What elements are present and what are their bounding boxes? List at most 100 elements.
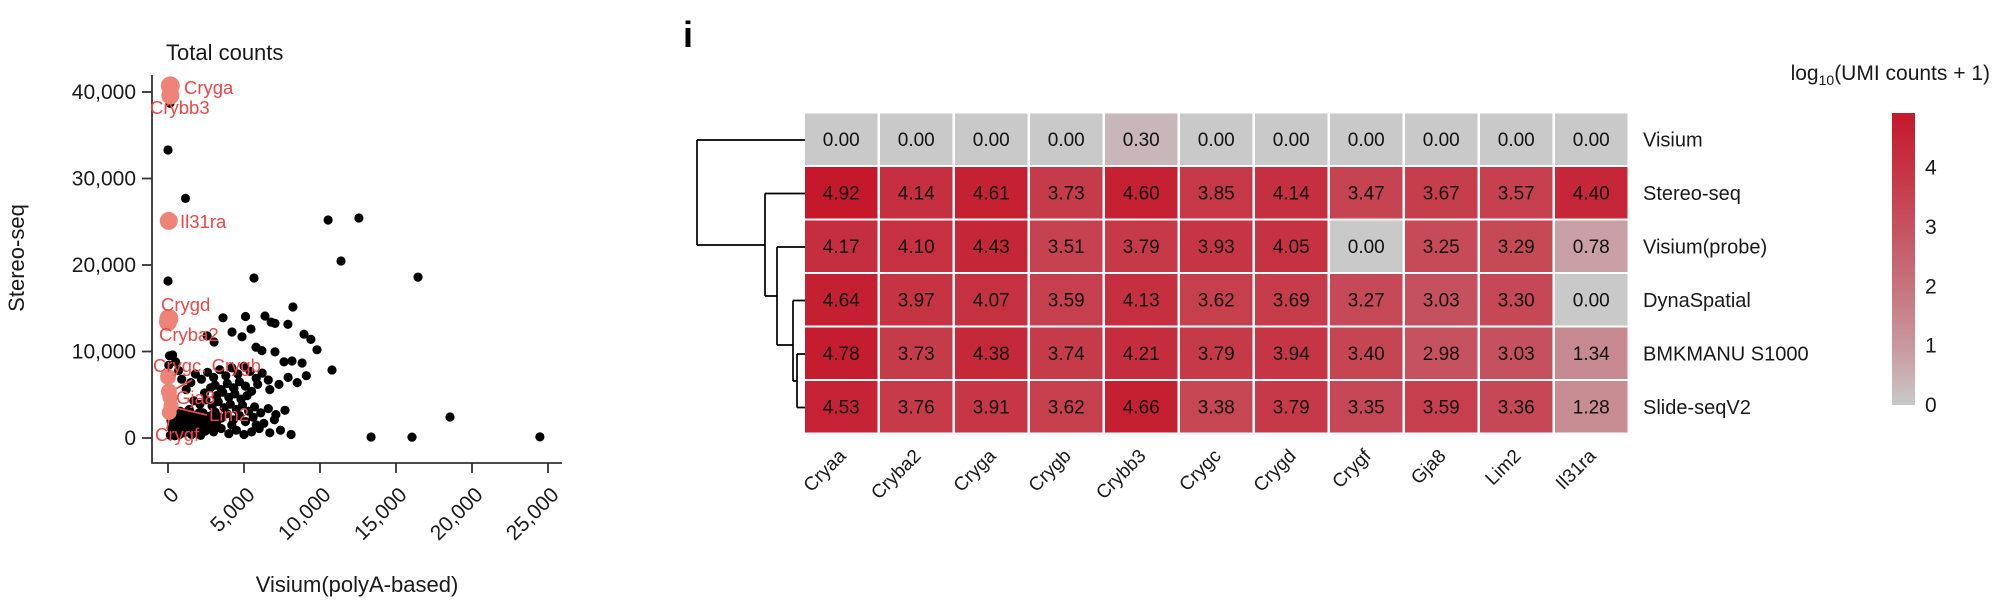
heatmap-cell bbox=[1030, 220, 1103, 272]
heatmap-row-label: DynaSpatial bbox=[1643, 290, 1751, 312]
scatter-point bbox=[234, 410, 244, 421]
panel-label: i bbox=[683, 14, 694, 55]
heatmap-cell-value: 3.30 bbox=[1498, 290, 1535, 311]
heatmap-cell-value: 3.76 bbox=[898, 397, 935, 418]
x-tick-label: 10,000 bbox=[274, 483, 336, 545]
heatmap-cell-value: 4.66 bbox=[1123, 397, 1160, 418]
heatmap-cell bbox=[1030, 381, 1103, 433]
heatmap-cell bbox=[1180, 220, 1253, 272]
gene-label: Crygf bbox=[155, 424, 200, 445]
scatter-point bbox=[280, 405, 290, 415]
y-axis-label: Stereo-seq bbox=[4, 204, 29, 312]
scatter-point bbox=[229, 383, 239, 393]
heatmap-cell bbox=[1105, 327, 1178, 379]
scatter-point bbox=[306, 334, 316, 344]
y-tick-label: 40,000 bbox=[72, 81, 136, 104]
heatmap-cell-value: 3.29 bbox=[1498, 237, 1535, 258]
heatmap-col-label: Lim2 bbox=[1482, 446, 1526, 490]
heatmap-cell-value: 3.03 bbox=[1498, 344, 1535, 365]
heatmap-cell bbox=[1105, 274, 1178, 326]
heatmap-cell bbox=[805, 113, 878, 165]
heatmap-cell bbox=[880, 220, 953, 272]
scatter-point bbox=[283, 372, 293, 382]
heatmap-cell-value: 0.00 bbox=[1048, 130, 1085, 151]
heatmap-cell bbox=[1405, 113, 1478, 165]
heatmap-cell-value: 4.10 bbox=[898, 237, 935, 258]
heatmap-cell bbox=[1555, 113, 1628, 165]
heatmap-cell bbox=[880, 113, 953, 165]
heatmap-cell bbox=[1030, 327, 1103, 379]
highlighted-scatter-point bbox=[161, 86, 180, 105]
heatmap-cell bbox=[1405, 220, 1478, 272]
scatter-point bbox=[312, 345, 322, 355]
scatter-point bbox=[164, 360, 174, 370]
heatmap-cell-value: 1.34 bbox=[1573, 344, 1610, 365]
heatmap-cell bbox=[1180, 167, 1253, 219]
heatmap-cell bbox=[805, 167, 878, 219]
colorbar-title: log10(UMI counts + 1) bbox=[1791, 62, 1990, 88]
scatter-point bbox=[274, 379, 284, 389]
scatter-point bbox=[260, 311, 270, 321]
scatter-point bbox=[301, 371, 311, 381]
heatmap-cell-value: 0.00 bbox=[1348, 130, 1385, 151]
scatter-point bbox=[275, 425, 286, 435]
gene-label: Cryba2 bbox=[159, 324, 219, 345]
scatter-point bbox=[233, 369, 243, 379]
heatmap-cell bbox=[1330, 327, 1403, 379]
heatmap-cell-value: 0.30 bbox=[1123, 130, 1160, 151]
colorbar-tick-label: 2 bbox=[1925, 275, 1937, 298]
scatter-point bbox=[288, 302, 298, 312]
scatter-point bbox=[174, 365, 184, 376]
scatter-point bbox=[299, 329, 309, 339]
scatter-point bbox=[240, 381, 251, 391]
heatmap-cell bbox=[1030, 167, 1103, 219]
scatter-point bbox=[181, 385, 191, 395]
heatmap-cell bbox=[880, 381, 953, 433]
heatmap-cell-value: 3.69 bbox=[1273, 290, 1310, 311]
heatmap-cell-value: 4.43 bbox=[973, 237, 1010, 258]
scatter-point bbox=[201, 395, 211, 405]
heatmap-cell-value: 4.64 bbox=[823, 290, 860, 311]
heatmap-cell bbox=[1180, 113, 1253, 165]
scatter-point bbox=[209, 372, 219, 382]
heatmap-cell-value: 4.13 bbox=[1123, 290, 1160, 311]
scatter-point bbox=[263, 404, 273, 414]
heatmap-cell bbox=[1255, 113, 1328, 165]
y-tick-label: 20,000 bbox=[72, 254, 136, 277]
heatmap-cell bbox=[1255, 220, 1328, 272]
heatmap-cell-value: 1.28 bbox=[1573, 397, 1610, 418]
scatter-point bbox=[237, 332, 247, 342]
heatmap-col-label: Cryba2 bbox=[867, 446, 925, 504]
heatmap-cell-value: 4.61 bbox=[973, 183, 1010, 204]
heatmap-cell bbox=[1255, 167, 1328, 219]
heatmap-cell-value: 4.07 bbox=[973, 290, 1010, 311]
scatter-point bbox=[413, 272, 423, 282]
scatter-point bbox=[249, 273, 259, 283]
scatter-point bbox=[163, 145, 173, 155]
heatmap-row-label: Visium bbox=[1643, 129, 1703, 151]
heatmap-cell bbox=[880, 274, 953, 326]
scatter-point bbox=[366, 432, 376, 442]
heatmap-cell-value: 3.59 bbox=[1048, 290, 1085, 311]
heatmap-cell bbox=[805, 274, 878, 326]
heatmap-cell-value: 4.14 bbox=[1273, 183, 1310, 204]
heatmap-cell bbox=[1405, 167, 1478, 219]
scatter-point bbox=[445, 412, 455, 422]
heatmap-cell-value: 3.47 bbox=[1348, 183, 1385, 204]
scatter-point bbox=[196, 374, 206, 384]
scatter-point bbox=[227, 327, 237, 337]
y-tick-label: 30,000 bbox=[72, 168, 136, 191]
heatmap-cell-value: 3.79 bbox=[1273, 397, 1310, 418]
heatmap-cell-value: 0.00 bbox=[1573, 130, 1610, 151]
heatmap-cell bbox=[1555, 220, 1628, 272]
scatter-point bbox=[215, 365, 225, 375]
heatmap-cell-value: 3.94 bbox=[1273, 344, 1310, 365]
heatmap-cell-value: 0.00 bbox=[1573, 290, 1610, 311]
heatmap-cell bbox=[1255, 381, 1328, 433]
heatmap-col-label: Crygc bbox=[1176, 446, 1226, 496]
scatter-point bbox=[327, 365, 337, 375]
heatmap-cell-value: 3.59 bbox=[1423, 397, 1460, 418]
heatmap-cell-value: 4.17 bbox=[823, 237, 860, 258]
heatmap-cell-value: 0.00 bbox=[1198, 130, 1235, 151]
heatmap-cell-value: 3.93 bbox=[1198, 237, 1235, 258]
